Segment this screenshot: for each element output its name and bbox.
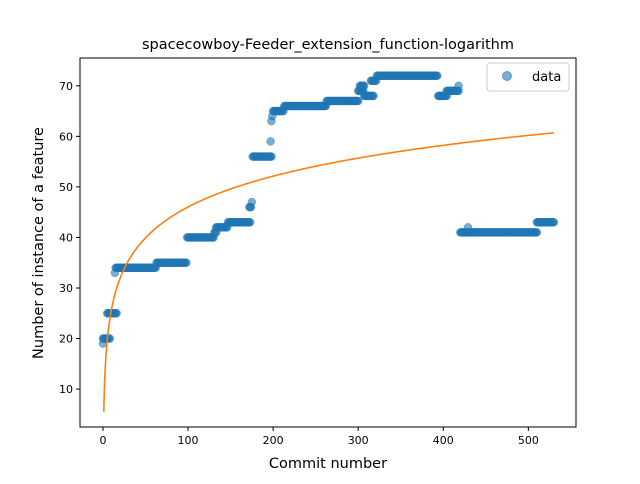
x-tick-label: 200 <box>263 434 284 447</box>
y-tick-label: 20 <box>59 333 73 346</box>
x-axis-label: Commit number <box>269 456 387 472</box>
y-tick-label: 40 <box>59 231 73 244</box>
data-point <box>266 137 275 146</box>
y-tick-label: 30 <box>59 282 73 295</box>
data-point <box>359 81 369 91</box>
y-tick-label: 10 <box>59 383 73 396</box>
x-tick-label: 0 <box>99 434 106 447</box>
fit-line-group <box>103 132 554 412</box>
x-tick-label: 300 <box>348 434 369 447</box>
plot-frame <box>79 57 577 428</box>
y-tick-label: 50 <box>59 181 73 194</box>
fit-line <box>103 132 554 412</box>
x-tick-label: 500 <box>518 434 539 447</box>
y-tick-label: 70 <box>59 80 73 93</box>
legend-box <box>486 62 570 92</box>
x-tick-label: 400 <box>433 434 454 447</box>
data-point <box>454 81 463 91</box>
data-point <box>549 218 559 227</box>
data-point <box>369 91 378 101</box>
data-point <box>182 258 191 267</box>
data-point <box>353 96 363 106</box>
chart-title: spacecowboy-Feeder_extension_function-lo… <box>142 37 514 53</box>
legend-label: data <box>532 70 561 85</box>
data-points <box>98 71 559 348</box>
data-point <box>112 309 121 318</box>
y-axis-label: Number of instance of a feature <box>31 127 47 359</box>
data-point <box>532 228 542 237</box>
data-point <box>433 71 442 80</box>
x-ticks: 0 100 200 300 400 500 <box>99 427 539 447</box>
data-point <box>267 152 276 161</box>
x-tick-label: 100 <box>178 434 199 447</box>
data-point <box>247 197 257 207</box>
data-point <box>245 218 255 227</box>
legend-marker <box>502 71 512 81</box>
legend: data <box>486 62 570 92</box>
y-ticks: 10 20 30 40 50 60 70 <box>59 80 80 396</box>
y-tick-label: 60 <box>59 130 73 143</box>
